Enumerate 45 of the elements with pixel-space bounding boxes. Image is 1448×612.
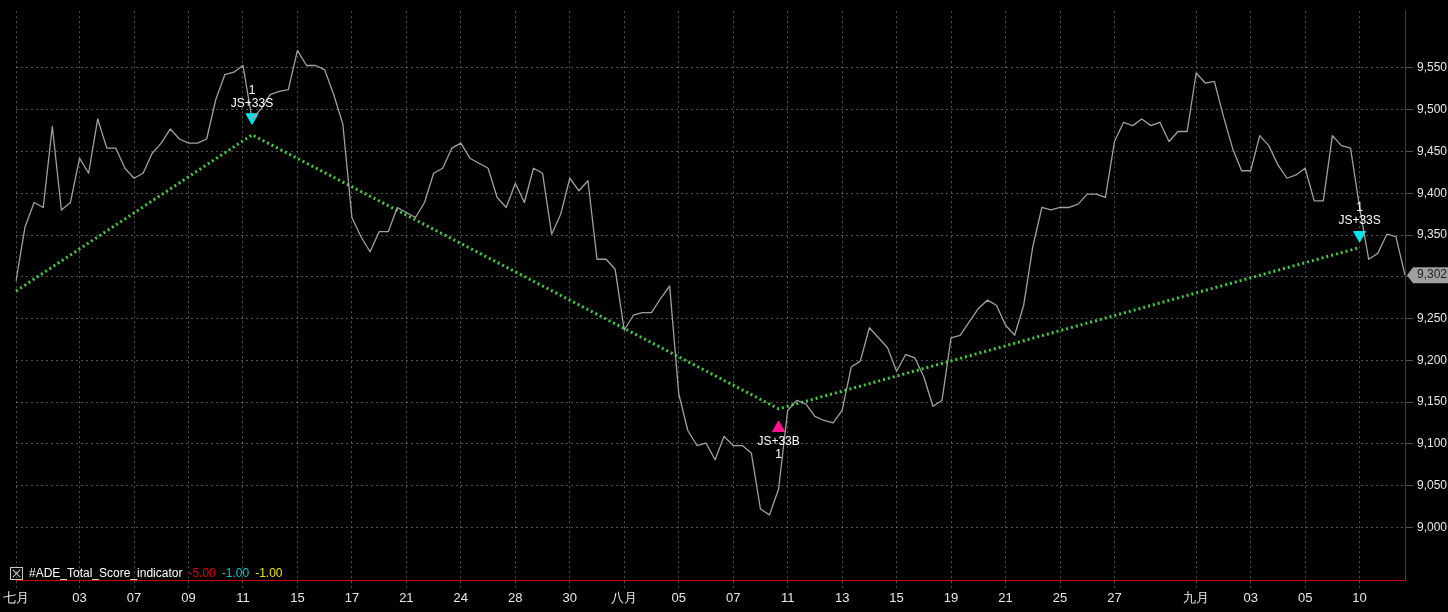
data-label: 1 JS+33S [1338,200,1381,228]
y-tick-label: 9,500 [1417,102,1448,117]
x-tick-label: 30 [562,590,578,606]
x-tick-label: 25 [1052,590,1068,606]
y-tick-label: 9,550 [1417,60,1448,75]
x-tick-label: 13 [834,590,850,606]
x-tick-label: 05 [671,590,686,606]
data-label: 9,302 [1417,267,1448,282]
annotation: -5.00 [188,566,216,580]
x-tick-label: 15 [290,590,305,606]
x-tick-label: 21 [998,590,1013,606]
x-tick-label: 05 [1297,590,1313,606]
y-tick-label: 9,000 [1417,519,1448,534]
y-tick-label: 9,100 [1417,436,1448,451]
point [772,420,786,432]
x-tick-label: 19 [943,590,959,606]
point [1353,231,1367,243]
y-tick-label: 9,450 [1417,143,1448,158]
data-label: JS+33B 1 [757,434,800,462]
annotation: #ADE_Total_Score_indicator [29,566,183,580]
x-tick-label: 24 [453,590,469,606]
x-tick-label: 28 [508,590,523,606]
x-tick-label: 07 [126,590,142,606]
x-tick-label: 10 [1352,590,1367,606]
y-tick-label: 9,200 [1417,352,1448,367]
x-tick-label: 11 [780,590,795,606]
x-tick-label: 17 [344,590,360,606]
x-tick-label: 03 [1243,590,1258,606]
x-tick-label: 27 [1107,590,1122,606]
y-tick-label: 9,050 [1417,477,1448,492]
annotation: -1.00 [221,566,250,580]
y-tick-label: 9,150 [1417,394,1448,409]
x-tick-label: 八月 [611,590,638,606]
x-tick-label: 11 [236,590,250,606]
x-tick-label: 09 [181,590,196,606]
annotation: -1.00 [255,566,283,580]
x-tick-label: 15 [889,590,904,606]
x-tick-label: 07 [725,590,741,606]
y-tick-label: 9,350 [1417,227,1448,242]
x-tick-label: 七月 [3,590,29,606]
x-tick-label: 九月 [1183,590,1210,606]
y-tick-label: 9,400 [1417,185,1448,200]
x-tick-label: 21 [399,590,414,606]
x-tick-label: 03 [72,590,87,606]
y-tick-label: 9,250 [1417,310,1448,325]
